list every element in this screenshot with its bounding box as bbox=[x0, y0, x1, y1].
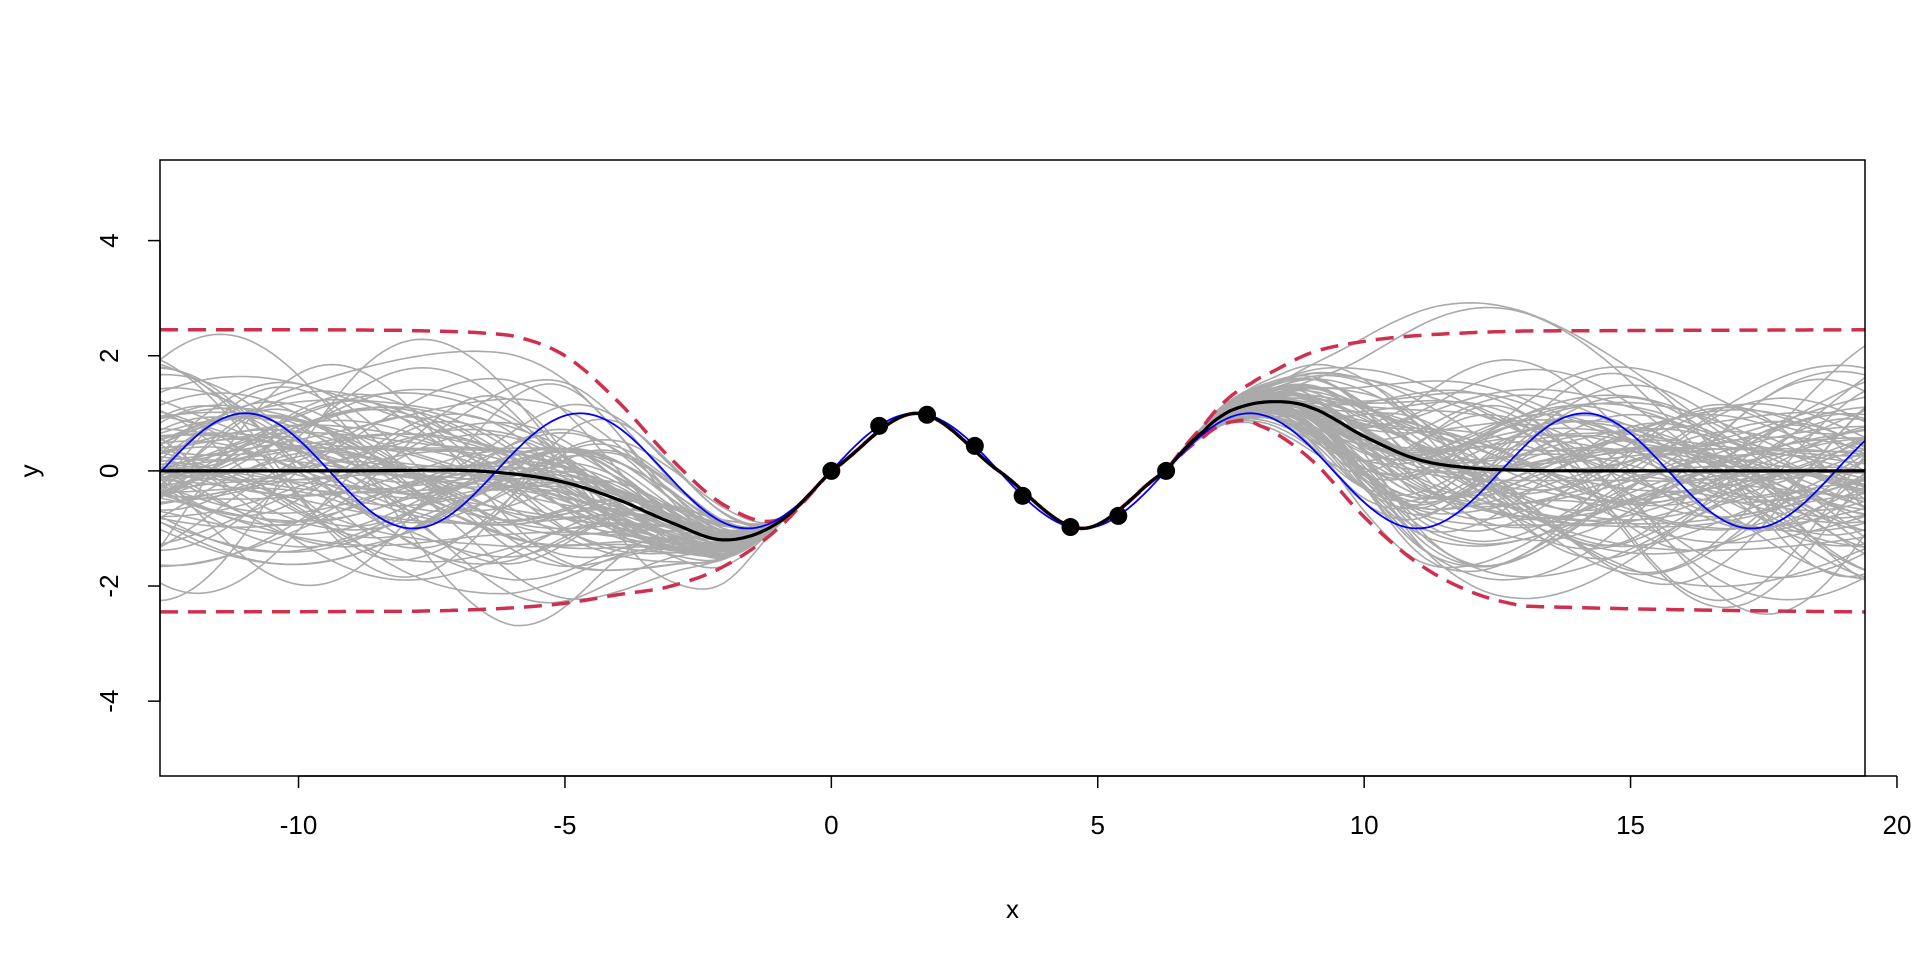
posterior-sample-paths bbox=[159, 301, 1866, 627]
x-tick-label: 5 bbox=[1091, 810, 1105, 840]
y-tick-label: 2 bbox=[94, 349, 124, 363]
observation-point bbox=[917, 405, 936, 424]
x-tick-label: -10 bbox=[280, 810, 318, 840]
observation-point bbox=[965, 436, 984, 455]
x-tick-label: 15 bbox=[1616, 810, 1645, 840]
y-axis: -4 -2 0 2 4 bbox=[94, 233, 161, 713]
y-tick-label: -4 bbox=[94, 690, 124, 713]
x-tick-label: -5 bbox=[553, 810, 576, 840]
y-axis-title: y bbox=[14, 464, 44, 477]
observation-point bbox=[1013, 486, 1032, 505]
x-tick-label: 20 bbox=[1883, 810, 1912, 840]
true-function-layer bbox=[159, 412, 1866, 530]
observation-point bbox=[870, 416, 889, 435]
x-tick-label: 0 bbox=[824, 810, 838, 840]
observation-points bbox=[822, 405, 1176, 537]
y-tick-label: -2 bbox=[94, 574, 124, 597]
posterior-mean-layer bbox=[160, 400, 1865, 542]
y-tick-label: 4 bbox=[94, 233, 124, 247]
observation-point bbox=[1109, 506, 1128, 525]
x-tick-label: 10 bbox=[1350, 810, 1379, 840]
observation-point bbox=[822, 461, 841, 480]
x-axis: -10 -5 0 5 10 15 20 bbox=[280, 775, 1912, 840]
observation-point bbox=[1157, 461, 1176, 480]
y-tick-label: 0 bbox=[94, 464, 124, 478]
observation-point bbox=[1061, 518, 1080, 537]
true-function-line bbox=[159, 412, 1866, 530]
posterior-mean-line bbox=[160, 400, 1865, 542]
x-axis-title: x bbox=[1006, 894, 1019, 924]
